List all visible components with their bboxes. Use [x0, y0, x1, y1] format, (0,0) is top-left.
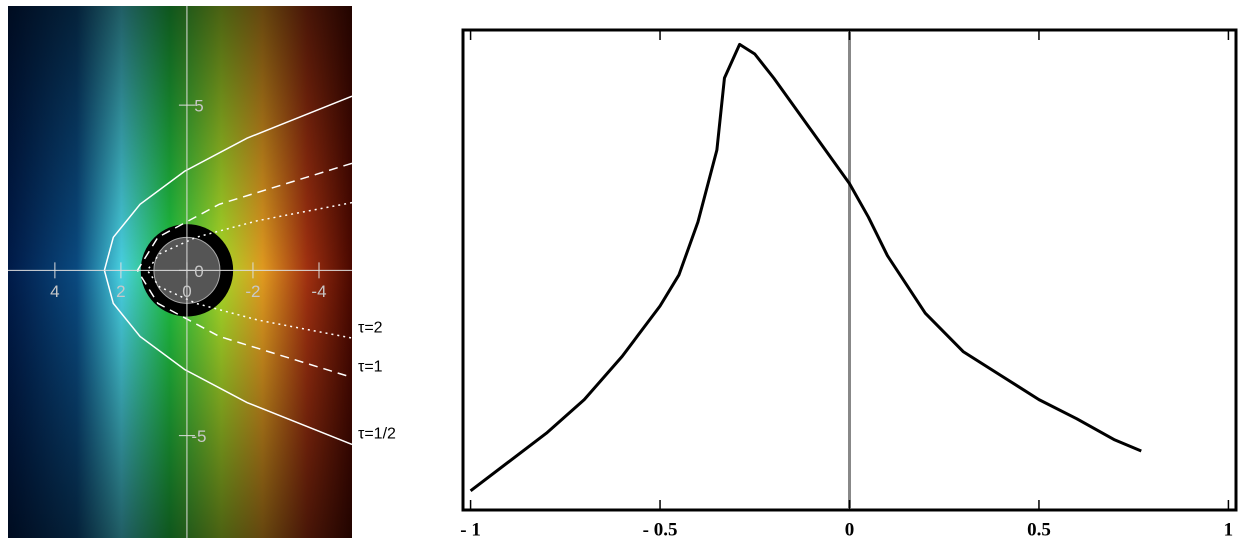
x-tick-label: 2: [116, 282, 125, 301]
left-labels: τ=2 τ=1 τ=1/2: [358, 319, 396, 442]
contour-label: τ=1: [358, 359, 383, 376]
contour-label: τ=2: [358, 319, 383, 336]
y-tick-label: 0: [194, 262, 203, 281]
y-tick-label: -5: [191, 427, 206, 446]
right-layer: - 1 - 0.5 0 0.5 1: [460, 30, 1233, 540]
y-tick-label: 5: [194, 97, 203, 116]
x-tick-label: 0.5: [1027, 519, 1051, 540]
contour-label: τ=1/2: [358, 426, 396, 443]
line-series: [469, 42, 1142, 492]
x-tick-label: - 0.5: [643, 519, 678, 540]
x-tick-label: 0: [845, 519, 855, 540]
x-tick-label: -2: [245, 282, 260, 301]
x-tick-label: 4: [50, 282, 59, 301]
x-tick-label: 0: [182, 282, 191, 301]
left-layer: 4 2 0 -2 -4 5 0 -5: [8, 6, 352, 538]
x-tick-label: - 1: [460, 519, 481, 540]
x-tick-label: -4: [311, 282, 326, 301]
x-tick-label: 1: [1224, 519, 1234, 540]
